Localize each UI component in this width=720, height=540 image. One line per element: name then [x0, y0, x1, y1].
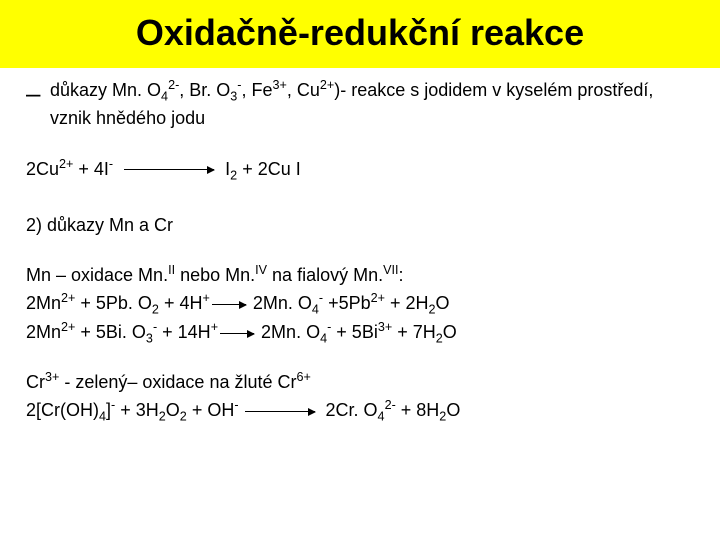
txt: Cr [26, 372, 45, 392]
sub: 2 [159, 410, 166, 424]
txt: 2[Cr(OH) [26, 400, 99, 420]
mn-reaction-1: 2Mn2+ + 5Pb. O2 + 4H+ 2Mn. O4- +5Pb2+ + … [26, 291, 694, 315]
txt: + 2H [385, 293, 429, 313]
sup: 2+ [59, 157, 73, 171]
txt: Mn – oxidace Mn. [26, 265, 168, 285]
txt: + 5Bi. O [75, 322, 146, 342]
sup: VII [383, 263, 398, 277]
sup: 3+ [378, 320, 392, 334]
sup: 6+ [296, 370, 310, 384]
sup: 3+ [45, 370, 59, 384]
sup: 2+ [61, 320, 75, 334]
txt: 2Cu [26, 159, 59, 179]
txt: 2Mn. O [248, 293, 312, 313]
bullet-body: důkazy Mn. O42-, Br. O3-, Fe3+, Cu2+)- r… [50, 78, 694, 135]
txt: 2Cr. O [321, 400, 378, 420]
sup: 2- [385, 398, 396, 412]
sub: 2 [436, 331, 443, 345]
txt: nebo Mn. [175, 265, 255, 285]
sup: 2- [168, 78, 179, 92]
equation-cu: 2Cu2+ + 4I- I2 + 2Cu I [26, 157, 694, 181]
sub: 2 [429, 303, 436, 317]
mn-intro: Mn – oxidace Mn.II nebo Mn.IV na fialový… [26, 263, 694, 287]
slide: Oxidačně-redukční reakce – důkazy Mn. O4… [0, 0, 720, 540]
txt: + 3H [115, 400, 159, 420]
reaction-arrow-icon [220, 333, 254, 334]
sub: 4 [99, 410, 106, 424]
txt: na fialový Mn. [267, 265, 383, 285]
txt: O [446, 400, 460, 420]
sub: 4 [312, 303, 319, 317]
txt: - zelený– oxidace na žluté Cr [59, 372, 296, 392]
txt: důkazy Mn. O [50, 80, 161, 100]
txt: + OH [187, 400, 235, 420]
txt: O [436, 293, 450, 313]
txt: 2Mn. O [256, 322, 320, 342]
sup: IV [255, 263, 267, 277]
sub: 2 [180, 410, 187, 424]
reaction-arrow-icon [124, 169, 214, 170]
sub: 4 [378, 410, 385, 424]
spacer [26, 135, 694, 157]
txt: O [443, 322, 457, 342]
txt: , Cu [287, 80, 320, 100]
sup: + [202, 291, 209, 305]
txt: O [166, 400, 180, 420]
txt: 2Mn [26, 322, 61, 342]
sup: + [211, 320, 218, 334]
section-2-heading: 2) důkazy Mn a Cr [26, 213, 694, 237]
slide-content: – důkazy Mn. O42-, Br. O3-, Fe3+, Cu2+)-… [0, 68, 720, 423]
sup: - [234, 398, 238, 412]
sub: 3 [146, 331, 153, 345]
txt: 2Mn [26, 293, 61, 313]
txt: + 5Bi [331, 322, 378, 342]
sub: 2 [152, 303, 159, 317]
cr-intro: Cr3+ - zelený– oxidace na žluté Cr6+ [26, 370, 694, 394]
txt: : [399, 265, 404, 285]
reaction-arrow-icon [245, 411, 315, 412]
txt: , Fe [242, 80, 273, 100]
txt: + 7H [392, 322, 436, 342]
txt: + 4H [159, 293, 203, 313]
txt: + 2Cu I [237, 159, 301, 179]
spacer [26, 348, 694, 370]
txt: + 8H [396, 400, 440, 420]
bullet-line-2: vznik hnědého jodu [50, 106, 694, 130]
slide-title: Oxidačně-redukční reakce [0, 12, 720, 54]
bullet-line-1: důkazy Mn. O42-, Br. O3-, Fe3+, Cu2+)- r… [50, 78, 694, 102]
sup: 2+ [61, 291, 75, 305]
spacer [26, 241, 694, 263]
sup: 2+ [320, 78, 334, 92]
title-bar: Oxidačně-redukční reakce [0, 0, 720, 68]
txt: + 4I [73, 159, 109, 179]
reaction-arrow-icon [212, 304, 246, 305]
txt: + 14H [157, 322, 211, 342]
sup: 2+ [371, 291, 385, 305]
txt: )- reakce s jodidem v kyselém prostředí, [334, 80, 653, 100]
txt: +5Pb [323, 293, 371, 313]
bullet-dash: – [26, 78, 50, 135]
mn-reaction-2: 2Mn2+ + 5Bi. O3- + 14H+ 2Mn. O4- + 5Bi3+… [26, 320, 694, 344]
sub: 4 [161, 90, 168, 104]
sup: - [109, 157, 113, 171]
cr-reaction: 2[Cr(OH)4]- + 3H2O2 + OH- 2Cr. O42- + 8H… [26, 398, 694, 422]
sup: 3+ [273, 78, 287, 92]
txt: + 5Pb. O [75, 293, 152, 313]
bullet-item: – důkazy Mn. O42-, Br. O3-, Fe3+, Cu2+)-… [26, 78, 694, 135]
txt: , Br. O [179, 80, 230, 100]
spacer [26, 185, 694, 213]
